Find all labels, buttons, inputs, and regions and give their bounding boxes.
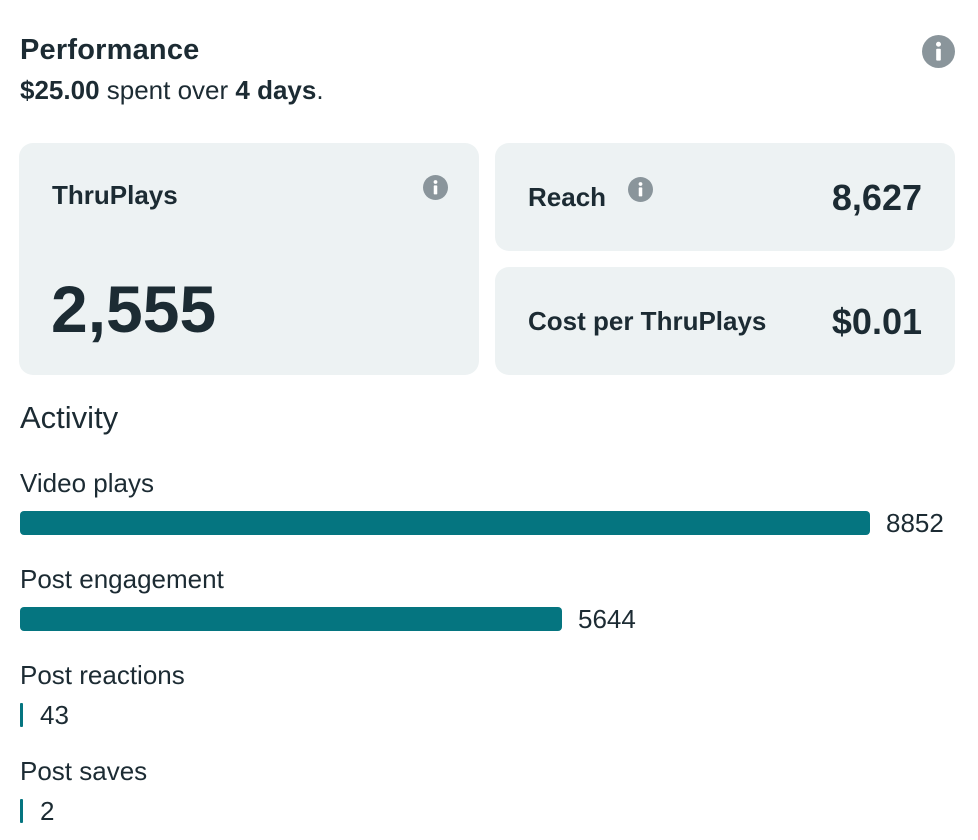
thruplays-value: 2,555: [51, 272, 217, 346]
activity-bar-row: 2: [20, 796, 54, 826]
activity-bar-row: 5644: [20, 604, 636, 634]
spend-end: .: [316, 75, 324, 105]
activity-bar: [20, 799, 23, 823]
activity-value: 43: [40, 699, 69, 730]
cost-value: $0.01: [831, 301, 922, 342]
activity-label: Post reactions: [20, 660, 185, 690]
activity-bar: [20, 607, 562, 631]
spend-summary: $25.00 spent over 4 days.: [20, 75, 324, 106]
spend-duration: 4 days: [235, 75, 317, 105]
activity-label: Video plays: [20, 468, 154, 498]
activity-value: 5644: [578, 603, 636, 634]
activity-bar-row: 8852: [20, 508, 944, 538]
activity-value: 8852: [886, 507, 944, 538]
cost-card: Cost per ThruPlays $0.01: [495, 267, 955, 375]
spend-amount: $25.00: [20, 75, 100, 105]
activity-bar-row: 43: [20, 700, 69, 730]
activity-label: Post saves: [20, 756, 148, 786]
activity-value: 2: [40, 795, 55, 826]
activity-title: Activity: [20, 400, 119, 435]
reach-card: Reach 8,627: [495, 143, 955, 251]
reach-label: Reach: [528, 182, 607, 212]
cost-label: Cost per ThruPlays: [528, 306, 767, 336]
activity-bar: [20, 511, 870, 535]
activity-label: Post engagement: [20, 564, 224, 594]
info-icon[interactable]: [922, 35, 955, 68]
spend-text: spent over: [99, 75, 236, 105]
info-icon[interactable]: [423, 175, 448, 200]
thruplays-card: ThruPlays 2,555: [19, 143, 479, 375]
reach-value: 8,627: [831, 177, 922, 218]
page-title: Performance: [20, 34, 200, 66]
activity-bar: [20, 703, 23, 727]
info-icon[interactable]: [628, 177, 653, 202]
thruplays-label: ThruPlays: [52, 180, 178, 210]
